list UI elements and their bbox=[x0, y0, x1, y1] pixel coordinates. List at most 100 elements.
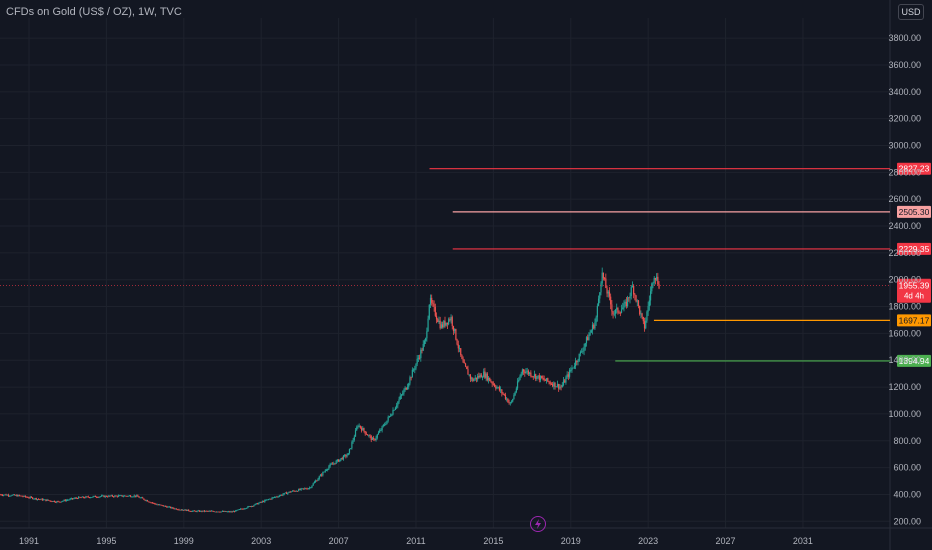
time-axis[interactable]: 1991 1995 1999 2003 2007 2011 2015 2019 2023 2027… bbox=[19, 536, 813, 546]
candle-body bbox=[211, 510, 213, 512]
candle-body bbox=[232, 511, 234, 513]
candle-body bbox=[634, 294, 636, 296]
candle-body bbox=[125, 495, 127, 497]
level-label-box bbox=[897, 314, 931, 327]
time-tick-label: 2003 bbox=[251, 536, 271, 546]
candle-body bbox=[327, 468, 329, 470]
candle-body bbox=[299, 489, 301, 490]
candle-body bbox=[258, 502, 260, 505]
candle-body bbox=[350, 448, 352, 450]
candle-body bbox=[435, 315, 438, 320]
candle-body bbox=[341, 458, 343, 460]
candle-body bbox=[559, 386, 561, 389]
price-tick-label: 200.00 bbox=[893, 516, 921, 526]
candle-body bbox=[138, 496, 140, 498]
price-axis[interactable]: 200.00 400.00 600.00 800.00 1000.00 1200.00 14… bbox=[888, 33, 921, 526]
candle-body bbox=[132, 496, 134, 498]
candle-body bbox=[516, 381, 519, 389]
candle-body bbox=[305, 488, 307, 490]
candle-body bbox=[30, 496, 33, 498]
candle-body bbox=[23, 495, 25, 497]
candle-body bbox=[423, 340, 426, 345]
candle-body bbox=[188, 509, 190, 511]
candle-body bbox=[606, 287, 608, 294]
candle-body bbox=[194, 510, 196, 512]
candle-body bbox=[496, 387, 498, 389]
candle-body bbox=[29, 496, 31, 498]
candle-body bbox=[405, 387, 407, 390]
candle-body bbox=[479, 374, 481, 378]
candle-body bbox=[576, 360, 578, 363]
candle-body bbox=[180, 509, 182, 511]
candle-body bbox=[243, 508, 245, 510]
candle-body bbox=[497, 387, 499, 388]
candle-body bbox=[477, 376, 479, 380]
candle-body bbox=[295, 490, 297, 492]
candle-body bbox=[591, 324, 594, 331]
candle-body bbox=[377, 432, 380, 435]
time-tick-label: 2011 bbox=[406, 536, 425, 546]
candle-body bbox=[214, 511, 216, 513]
candle-body bbox=[538, 375, 540, 381]
candle-body bbox=[21, 495, 23, 497]
candle-body bbox=[167, 506, 169, 508]
candle-body bbox=[336, 459, 338, 461]
lightning-icon[interactable] bbox=[530, 516, 546, 532]
level-label: 2827.23 bbox=[899, 164, 930, 174]
candle-body bbox=[116, 495, 118, 497]
candle-body bbox=[346, 455, 348, 457]
candle-body bbox=[110, 495, 112, 497]
candle-body bbox=[317, 478, 319, 481]
candle-body bbox=[3, 494, 5, 496]
candle-body bbox=[525, 371, 527, 374]
candle-body bbox=[46, 499, 48, 501]
candle-body bbox=[128, 495, 130, 497]
candle-body bbox=[530, 372, 532, 377]
candle-body bbox=[628, 297, 630, 299]
candle-body bbox=[92, 496, 94, 498]
price-tick-label: 2600.00 bbox=[888, 194, 921, 204]
candle-body bbox=[235, 510, 237, 512]
candle-body bbox=[434, 306, 436, 316]
candle-body bbox=[15, 495, 17, 496]
candle-body bbox=[456, 339, 458, 345]
candle-body bbox=[532, 376, 534, 378]
candle-body bbox=[145, 500, 147, 502]
candle-body bbox=[324, 470, 326, 472]
candle-body bbox=[256, 503, 259, 505]
candle-body bbox=[198, 510, 201, 512]
candle-body bbox=[300, 488, 302, 490]
candle-body bbox=[322, 472, 324, 476]
candle-body bbox=[391, 414, 393, 416]
candle-body bbox=[79, 496, 81, 498]
candle-body bbox=[654, 277, 657, 280]
candle-body bbox=[139, 497, 141, 499]
candle-body bbox=[56, 501, 58, 503]
candle-body bbox=[310, 487, 312, 489]
currency-button[interactable]: USD bbox=[898, 4, 924, 20]
candle-body bbox=[484, 371, 486, 378]
candle-body bbox=[73, 498, 75, 500]
candle-body bbox=[18, 495, 20, 496]
candle-body bbox=[520, 373, 522, 377]
candle-body bbox=[318, 476, 320, 479]
candle-body bbox=[485, 373, 487, 378]
candle-body bbox=[417, 357, 419, 359]
candle-body bbox=[229, 511, 231, 513]
candle-body bbox=[308, 487, 311, 489]
candle-body bbox=[656, 276, 658, 280]
level-label: 1394.94 bbox=[899, 356, 930, 366]
candle-body bbox=[397, 401, 399, 406]
candle-body bbox=[127, 495, 129, 497]
candle-body bbox=[168, 506, 170, 508]
price-tick-label: 3000.00 bbox=[888, 141, 921, 151]
candle-body bbox=[259, 501, 261, 503]
current-price-box bbox=[897, 278, 931, 303]
candle-body bbox=[426, 331, 428, 339]
candle-body bbox=[134, 495, 137, 497]
candle-body bbox=[140, 497, 143, 499]
candle-body bbox=[86, 496, 88, 498]
candle-body bbox=[593, 324, 595, 329]
